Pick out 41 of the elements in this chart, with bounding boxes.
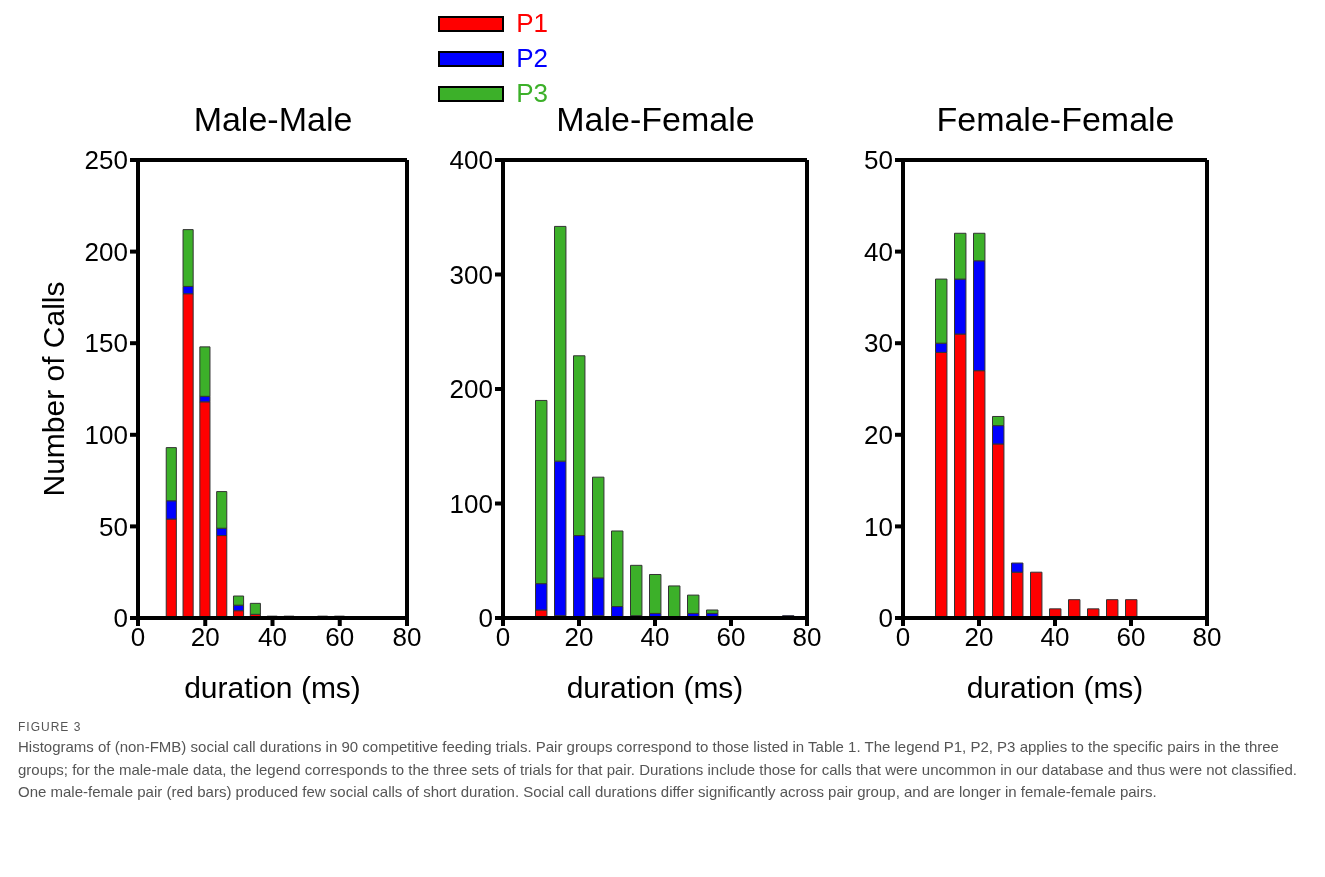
- y-tick-label: 0: [478, 603, 493, 634]
- y-tick-label: 150: [84, 328, 128, 359]
- text: Histograms of (non-FMB) social call durations in 90 competitive feeding trials. Pair groups correspond to those listed in Table 1. The legend P1, P2, P3 applies to the specific pairs in the three groups; for the male-male data, the legend corresponds to the three sets of trials for that pair. Durations include those for calls that were uncommon in our database and thus were not classified. One male-female pair (red bars) produced few social calls of short duration. Social call durations differ significantly across pair group, and are longer in female-female pairs.: [18, 737, 1298, 802]
- x-tick-label: 80: [792, 622, 822, 653]
- y-tick-label: 20: [864, 420, 893, 451]
- x-tick-label: 40: [258, 622, 287, 653]
- y-tick-label: 200: [449, 374, 493, 405]
- y-tick-label: 50: [99, 511, 128, 542]
- x-tick-label: 60: [1116, 622, 1146, 653]
- y-tick-label: 200: [84, 236, 128, 267]
- x-tick-label: 20: [190, 622, 220, 653]
- y-tick-label: 300: [449, 259, 493, 290]
- y-tick-label: 40: [864, 236, 893, 267]
- legend-label: P1: [516, 8, 548, 39]
- chart-title: Female-Female: [935, 100, 1176, 139]
- y-tick-label: 250: [84, 145, 128, 176]
- legend-label: P3: [516, 78, 548, 109]
- x-axis-title: duration (ms): [566, 671, 744, 704]
- legend-label: P2: [516, 43, 548, 74]
- x-tick-label: 20: [964, 622, 994, 653]
- x-tick-label: 20: [564, 622, 594, 653]
- x-tick-label: 80: [1192, 622, 1222, 653]
- x-tick-label: 60: [716, 622, 746, 653]
- x-axis-title: duration (ms): [184, 671, 361, 704]
- y-tick-label: 0: [878, 603, 893, 634]
- chart-title: Male-Female: [556, 100, 755, 138]
- y-tick-label: 0: [113, 603, 128, 634]
- y-tick-label: 100: [84, 420, 128, 451]
- y-tick-label: 50: [864, 145, 893, 176]
- x-tick-label: 80: [392, 622, 422, 653]
- y-tick-label: 10: [864, 511, 893, 542]
- y-tick-label: 100: [449, 488, 493, 519]
- x-tick-label: 40: [1040, 622, 1070, 653]
- chart-title: Male-Male: [192, 100, 354, 139]
- caption: FIGURE 3: [18, 719, 83, 736]
- y-axis-title: Number of Calls: [36, 281, 70, 497]
- y-tick-label: 400: [449, 145, 493, 176]
- x-tick-label: 60: [325, 622, 355, 653]
- x-tick-label: 40: [640, 622, 670, 653]
- y-tick-label: 30: [864, 328, 893, 359]
- x-axis-title: duration (ms): [966, 671, 1144, 704]
